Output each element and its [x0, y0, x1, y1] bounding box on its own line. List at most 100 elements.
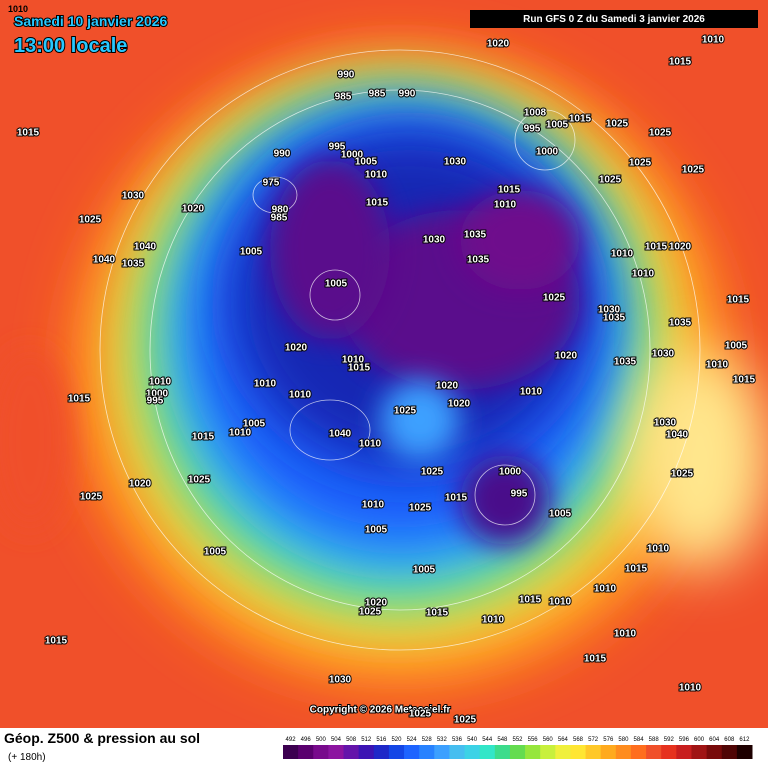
isobar-label: 1025	[606, 119, 629, 130]
isobar-label: 1025	[649, 128, 672, 139]
colorbar-tick-label: 540	[467, 737, 478, 743]
colorbar-cell	[570, 745, 587, 759]
isobar-label: 995	[524, 124, 541, 135]
isobar-label: 1020	[182, 204, 205, 215]
isobar-label: 995	[147, 396, 164, 407]
isobar-label: 1010	[702, 35, 725, 46]
isobar-label: 1035	[467, 255, 490, 266]
colorbar-tick-label: 548	[497, 737, 508, 743]
isobar-label: 1010	[520, 387, 543, 398]
isobar-label: 1010	[254, 379, 277, 390]
colorbar-tick-label: 552	[512, 737, 523, 743]
isobar-label: 1030	[329, 675, 352, 686]
colorbar-tick-label: 564	[558, 737, 569, 743]
isobar-label: 1015	[426, 608, 449, 619]
isobar-label: 1005	[546, 120, 569, 131]
isobar-label: 1010	[365, 170, 388, 181]
isobar-label: 1025	[599, 175, 622, 186]
isobar-label: 1040	[134, 242, 157, 253]
isobar-label: 985	[369, 89, 386, 100]
isobar-label: 1030	[598, 305, 621, 316]
isobar-label: 1030	[122, 191, 145, 202]
colorbar-cell	[585, 745, 602, 759]
isobar-label: 1025	[543, 293, 566, 304]
colorbar-tick-label: 508	[346, 737, 357, 743]
isobar-label: 1010	[706, 360, 729, 371]
colorbar-tick-label: 492	[286, 737, 297, 743]
colorbar-cell	[646, 745, 662, 759]
isobar-label: 1035	[614, 357, 637, 368]
colorbar-tick-label: 612	[739, 737, 750, 743]
colorbar-tick-label: 604	[709, 737, 720, 743]
isobar-label: 1015	[727, 295, 750, 306]
geopotential-field	[0, 50, 768, 690]
colorbar-tick-label: 596	[679, 737, 690, 743]
isobar-label: 975	[263, 178, 280, 189]
colorbar-cell	[283, 745, 299, 759]
colorbar-tick-label: 592	[664, 737, 675, 743]
isobar-label: 1020	[285, 343, 308, 354]
isobar-label: 1015	[348, 363, 371, 374]
isobar-label: 1035	[122, 259, 145, 270]
isobar-label: 1010	[632, 269, 655, 280]
isobar-label: 1005	[243, 419, 266, 430]
run-label: Run GFS 0 Z du Samedi 3 janvier 2026	[523, 14, 705, 25]
corner-label: 1010	[8, 4, 28, 14]
colorbar-tick-label: 560	[543, 737, 554, 743]
colorbar-tick-label: 500	[316, 737, 327, 743]
colorbar-tick-label: 584	[634, 737, 645, 743]
isobar-label: 1010	[679, 683, 702, 694]
isobar-label: 990	[338, 70, 355, 81]
isobar-label: 1000	[146, 389, 169, 400]
isobar-label: 1010	[342, 355, 365, 366]
isobar-label: 1015	[569, 114, 592, 125]
colorbar-tick-label: 528	[422, 737, 433, 743]
isobar-label: 985	[335, 92, 352, 103]
isobar-label: 1030	[423, 235, 446, 246]
run-box	[470, 10, 758, 28]
colorbar-cell	[509, 745, 526, 759]
isobar-label: 1020	[365, 598, 388, 609]
colorbar-tick-label: 600	[694, 737, 705, 743]
isobar-label: 1040	[666, 430, 689, 441]
colorbar-cell	[630, 745, 647, 759]
colorbar-cell	[404, 745, 420, 759]
copyright: Copyright © 2026 Meteociel.fr	[310, 705, 451, 716]
colorbar-tick-label: 516	[376, 737, 387, 743]
colorbar-cell	[388, 745, 405, 759]
colorbar-tick-label: 572	[588, 737, 599, 743]
colorbar-cell	[555, 745, 571, 759]
isobar-label: 1015	[625, 564, 648, 575]
isobar-label: 1020	[669, 242, 692, 253]
isobar-label: 1025	[421, 467, 444, 478]
isobar-label: 1015	[17, 128, 40, 139]
colorbar-cell	[615, 745, 632, 759]
isobar-label: 1005	[325, 279, 348, 290]
colorbar-cell	[419, 745, 435, 759]
isobar-label: 1025	[79, 215, 102, 226]
isobar-label: 1010	[611, 249, 634, 260]
isobar-label: 1015	[645, 242, 668, 253]
isobar-label: 1010	[494, 200, 517, 211]
colorbar-cell	[373, 745, 390, 759]
colorbar-tick-label: 576	[603, 737, 614, 743]
isobar-label: 1010	[647, 544, 670, 555]
isobar-label: 1010	[549, 597, 572, 608]
colorbar-cell	[691, 745, 708, 759]
isobar-label: 1005	[365, 525, 388, 536]
isobar-label: 1010	[362, 500, 385, 511]
isobar-label: 1015	[192, 432, 215, 443]
isobar-label: 1005	[725, 341, 748, 352]
colorbar-cell	[464, 745, 481, 759]
isobar-label: 1005	[204, 547, 227, 558]
isobar-label: 1020	[555, 351, 578, 362]
isobar-label: 1015	[733, 375, 756, 386]
colorbar-cell	[706, 745, 723, 759]
colorbar-tick-label: 532	[437, 737, 448, 743]
colorbar-cell	[298, 745, 314, 759]
isobar-label: 1025	[409, 503, 432, 514]
colorbar-tick-label: 504	[331, 737, 342, 743]
time-label: 13:00 locale	[14, 35, 127, 57]
colorbar-cell	[736, 745, 753, 759]
isobar-label: 1020	[448, 399, 471, 410]
